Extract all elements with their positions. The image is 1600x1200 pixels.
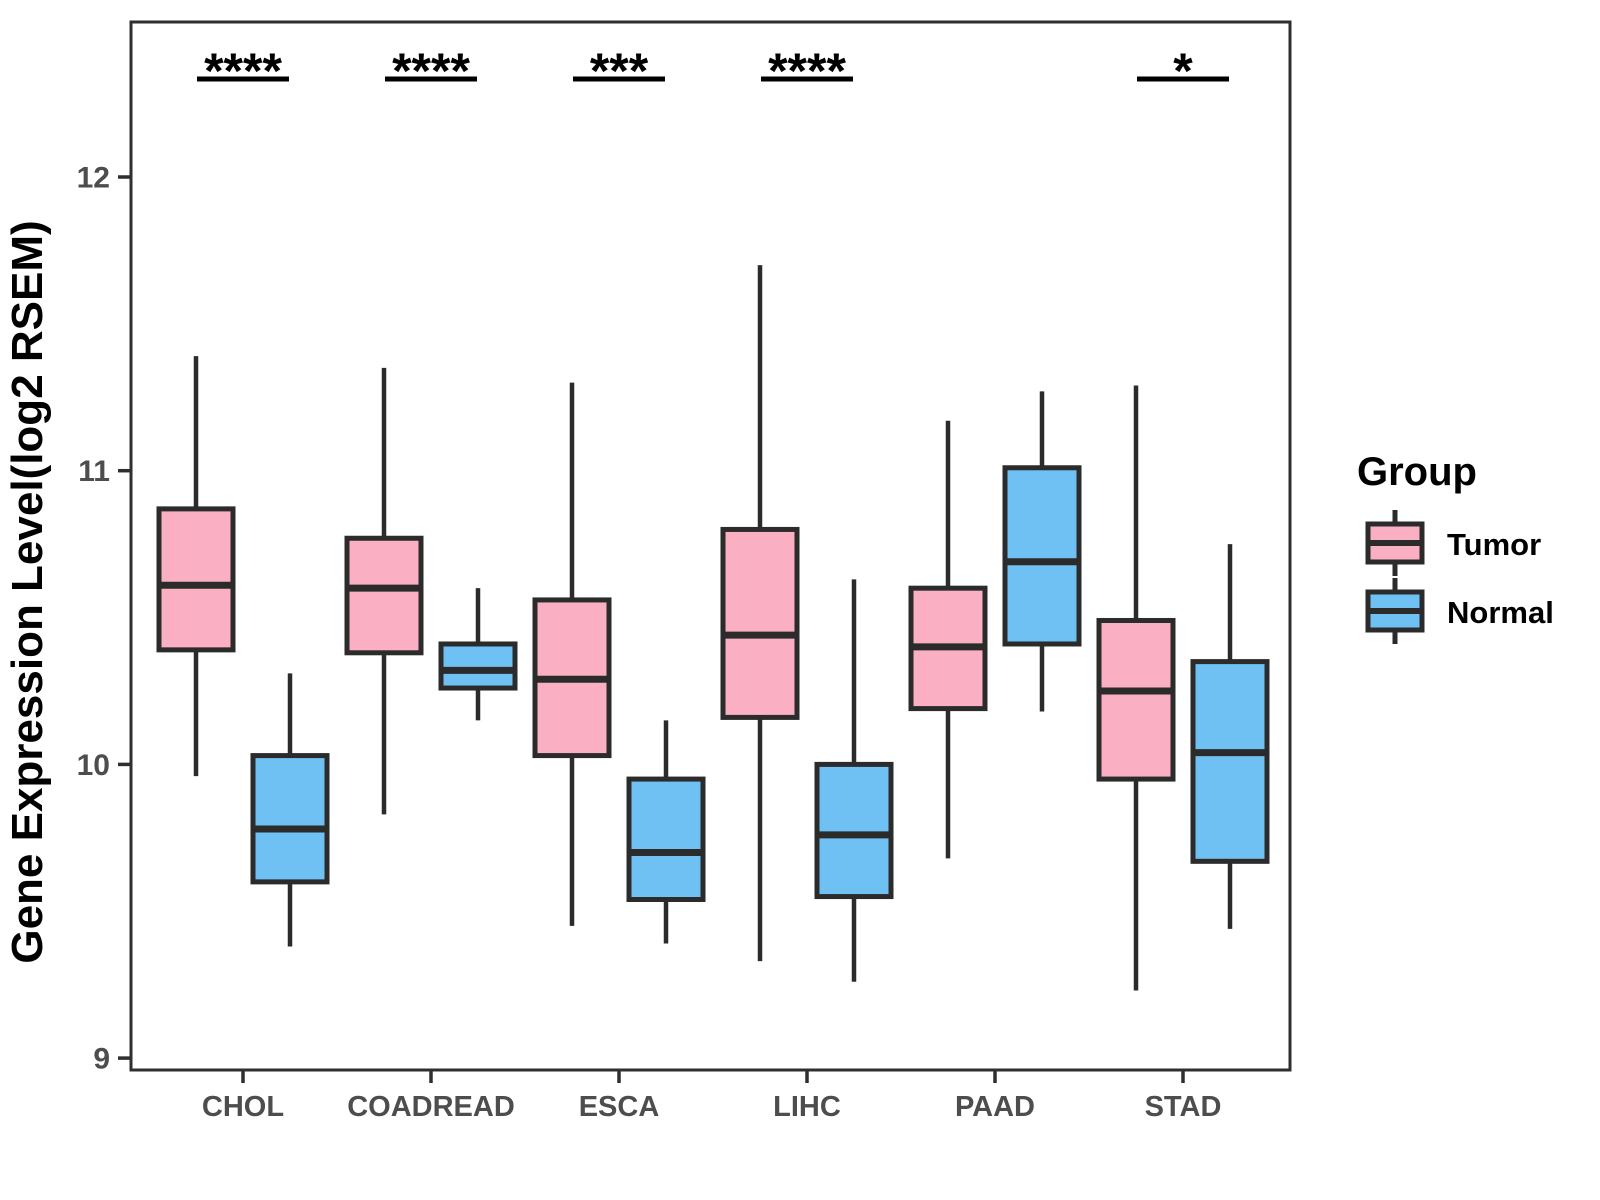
significance-layer: **** **** *** **** * [197, 43, 1229, 99]
sig-label-STAD: * [1173, 43, 1193, 99]
box-ESCA-Tumor [532, 382, 612, 926]
box-ESCA-Normal [626, 720, 706, 944]
y-tick-label-11: 11 [78, 455, 110, 488]
x-tick-label-STAD: STAD [1145, 1091, 1222, 1123]
iqr-box [250, 753, 330, 885]
iqr-box [814, 761, 894, 900]
x-tick-label-PAAD: PAAD [955, 1091, 1035, 1123]
legend-key-tumor-icon [1365, 510, 1425, 576]
sig-label-LIHC: **** [768, 43, 846, 99]
y-tick-label-12: 12 [77, 162, 110, 195]
iqr-box [344, 535, 424, 656]
box-COADREAD-Normal [438, 588, 518, 721]
sig-label-ESCA: *** [590, 43, 649, 99]
legend-title: Group [1357, 450, 1477, 494]
y-axis-title: Gene Expression Level(log2 RSEM) [3, 220, 52, 963]
box-CHOL-Tumor [156, 356, 236, 777]
x-axis: CHOL COADREAD ESCA LIHC PAAD STAD [202, 1070, 1221, 1123]
box-CHOL-Normal [250, 673, 330, 947]
x-tick-label-ESCA: ESCA [579, 1091, 660, 1123]
y-axis: 9 10 11 12 [77, 162, 131, 1076]
iqr-box [720, 526, 800, 720]
plot-panel-border [129, 20, 1292, 1072]
iqr-box [1002, 465, 1082, 647]
y-tick-label-10: 10 [77, 749, 110, 782]
box-PAAD-Tumor [908, 420, 988, 859]
boxes-layer [156, 265, 1270, 991]
x-tick-label-CHOL: CHOL [202, 1091, 284, 1123]
legend-label-normal: Normal [1447, 595, 1554, 630]
plot-panel [131, 22, 1290, 1070]
legend: Group Tumor Normal [1357, 450, 1554, 644]
iqr-box [156, 506, 236, 653]
y-tick-label-9: 9 [93, 1043, 110, 1076]
sig-label-COADREAD: **** [392, 43, 470, 99]
iqr-box [626, 776, 706, 903]
legend-key-normal-icon [1365, 578, 1425, 644]
legend-label-tumor: Tumor [1447, 527, 1541, 562]
box-STAD-Tumor [1096, 385, 1176, 991]
iqr-box [438, 641, 518, 691]
x-tick-label-COADREAD: COADREAD [347, 1091, 515, 1123]
iqr-box [1096, 617, 1176, 782]
sig-label-CHOL: **** [204, 43, 282, 99]
iqr-box [1190, 659, 1270, 864]
x-tick-label-LIHC: LIHC [773, 1091, 841, 1123]
box-LIHC-Normal [814, 579, 894, 982]
box-STAD-Normal [1190, 544, 1270, 929]
box-PAAD-Normal [1002, 391, 1082, 712]
box-COADREAD-Tumor [344, 367, 424, 815]
box-LIHC-Tumor [720, 265, 800, 962]
